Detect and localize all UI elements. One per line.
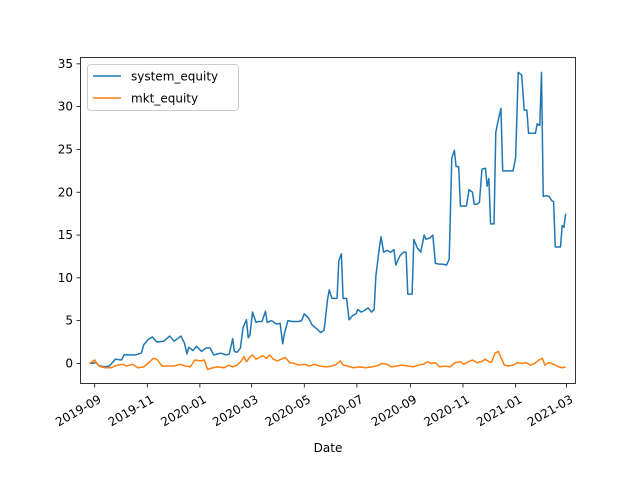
series-line-system-equity [89,71,567,368]
legend-label-mkt-equity: mkt_equity [131,92,198,106]
y-tick-label: 25 [58,142,73,156]
y-tick-label: 35 [58,57,73,71]
y-tick-label: 0 [65,356,73,370]
y-tick-label: 5 [65,314,73,328]
y-axis: 0 5 10 15 20 25 30 35 [58,57,80,370]
y-tick-label: 10 [58,271,73,285]
legend-label-system-equity: system_equity [131,70,218,84]
series-layer [89,71,567,371]
y-tick-label: 15 [58,228,73,242]
plot-area-frame [80,57,576,384]
y-tick-label: 20 [58,185,73,199]
x-axis-label: Date [314,441,343,455]
legend: system_equity mkt_equity [87,64,239,111]
y-tick-label: 30 [58,100,73,114]
legend-box [87,64,239,111]
series-line-mkt-equity [89,350,566,371]
